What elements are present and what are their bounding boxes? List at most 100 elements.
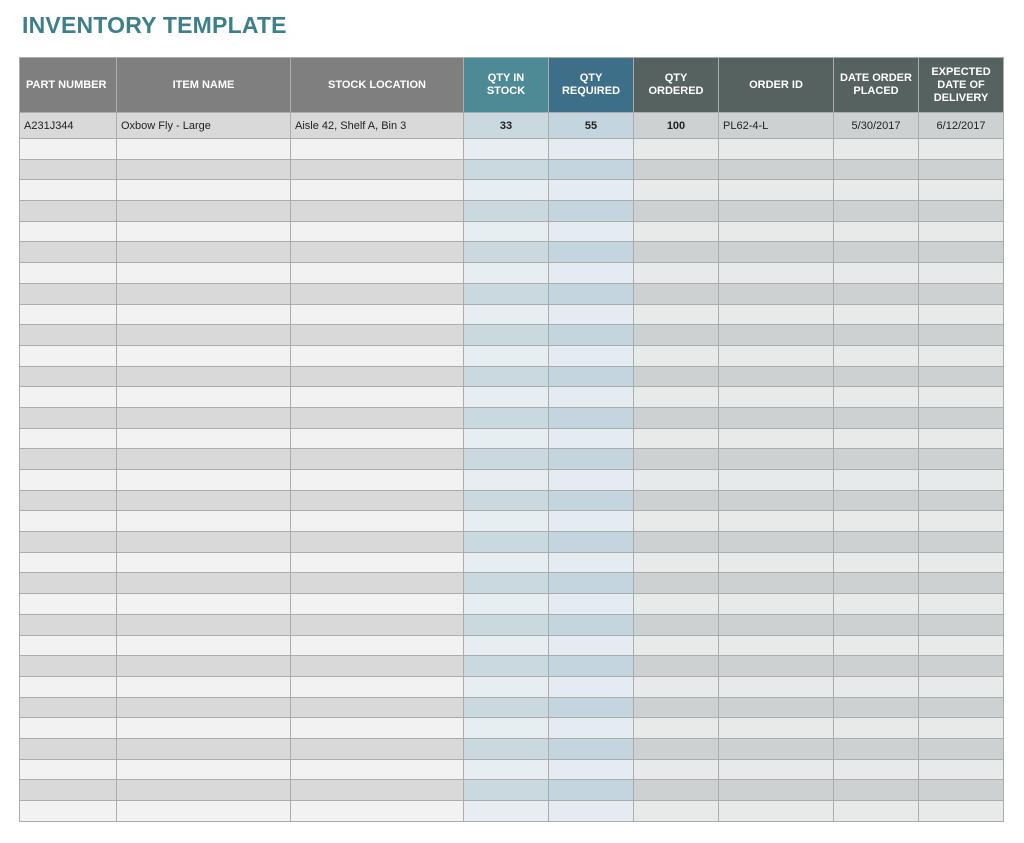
cell-expected-delivery[interactable]: [918, 200, 1004, 222]
cell-order-id[interactable]: [718, 531, 834, 553]
cell-date-order-placed[interactable]: [833, 489, 919, 512]
cell-qty-in-stock[interactable]: [463, 200, 549, 222]
cell-qty-in-stock[interactable]: [463, 758, 549, 781]
cell-stock-location[interactable]: [290, 324, 464, 346]
cell-expected-delivery[interactable]: [918, 386, 1004, 408]
cell-qty-in-stock[interactable]: [463, 572, 549, 595]
cell-item-name[interactable]: [116, 427, 291, 450]
cell-date-order-placed[interactable]: [833, 696, 919, 719]
cell-qty-required[interactable]: [548, 696, 634, 719]
cell-qty-in-stock[interactable]: [463, 655, 549, 677]
header-date-order-placed[interactable]: DATE ORDER PLACED: [833, 57, 919, 113]
cell-qty-in-stock[interactable]: [463, 634, 549, 657]
cell-date-order-placed[interactable]: [833, 344, 919, 367]
cell-expected-delivery[interactable]: [918, 365, 1004, 388]
cell-stock-location[interactable]: [290, 179, 464, 202]
cell-stock-location[interactable]: [290, 655, 464, 677]
cell-order-id[interactable]: [718, 365, 834, 388]
cell-qty-in-stock[interactable]: [463, 303, 549, 326]
cell-part-number[interactable]: [19, 448, 117, 470]
cell-order-id[interactable]: [718, 344, 834, 367]
cell-qty-required[interactable]: [548, 324, 634, 346]
cell-item-name[interactable]: [116, 324, 291, 346]
cell-date-order-placed[interactable]: [833, 386, 919, 408]
cell-expected-delivery[interactable]: [918, 675, 1004, 698]
cell-expected-delivery[interactable]: [918, 551, 1004, 574]
cell-item-name[interactable]: [116, 717, 291, 739]
cell-qty-in-stock[interactable]: [463, 613, 549, 636]
cell-part-number[interactable]: [19, 800, 117, 822]
cell-qty-ordered[interactable]: [633, 489, 719, 512]
cell-order-id[interactable]: [718, 593, 834, 615]
cell-order-id[interactable]: [718, 737, 834, 760]
cell-stock-location[interactable]: [290, 551, 464, 574]
cell-item-name[interactable]: [116, 572, 291, 595]
cell-qty-in-stock[interactable]: [463, 386, 549, 408]
cell-part-number[interactable]: [19, 303, 117, 326]
cell-stock-location[interactable]: [290, 427, 464, 450]
cell-expected-delivery[interactable]: [918, 427, 1004, 450]
cell-stock-location[interactable]: [290, 448, 464, 470]
cell-stock-location[interactable]: [290, 510, 464, 533]
cell-qty-required[interactable]: [548, 138, 634, 160]
cell-item-name[interactable]: [116, 344, 291, 367]
cell-qty-in-stock[interactable]: [463, 469, 549, 491]
cell-item-name[interactable]: [116, 241, 291, 264]
cell-expected-delivery[interactable]: 6/12/2017: [918, 112, 1004, 139]
cell-order-id[interactable]: [718, 572, 834, 595]
cell-order-id[interactable]: [718, 138, 834, 160]
cell-expected-delivery[interactable]: [918, 303, 1004, 326]
cell-qty-required[interactable]: [548, 200, 634, 222]
cell-order-id[interactable]: [718, 675, 834, 698]
cell-stock-location[interactable]: [290, 572, 464, 595]
cell-qty-ordered[interactable]: [633, 427, 719, 450]
cell-qty-ordered[interactable]: [633, 448, 719, 470]
cell-qty-ordered[interactable]: [633, 737, 719, 760]
cell-expected-delivery[interactable]: [918, 158, 1004, 181]
cell-stock-location[interactable]: [290, 406, 464, 429]
cell-order-id[interactable]: [718, 469, 834, 491]
cell-qty-required[interactable]: [548, 179, 634, 202]
cell-stock-location[interactable]: [290, 469, 464, 491]
cell-expected-delivery[interactable]: [918, 717, 1004, 739]
cell-part-number[interactable]: [19, 634, 117, 657]
cell-expected-delivery[interactable]: [918, 489, 1004, 512]
cell-part-number[interactable]: [19, 696, 117, 719]
cell-item-name[interactable]: [116, 779, 291, 801]
cell-order-id[interactable]: [718, 303, 834, 326]
cell-date-order-placed[interactable]: [833, 593, 919, 615]
cell-qty-in-stock[interactable]: [463, 800, 549, 822]
cell-stock-location[interactable]: [290, 696, 464, 719]
cell-order-id[interactable]: [718, 551, 834, 574]
cell-qty-ordered[interactable]: [633, 655, 719, 677]
cell-order-id[interactable]: [718, 510, 834, 533]
cell-qty-in-stock[interactable]: [463, 737, 549, 760]
cell-stock-location[interactable]: [290, 262, 464, 284]
cell-date-order-placed[interactable]: [833, 365, 919, 388]
header-part-number[interactable]: PART NUMBER: [19, 57, 117, 113]
header-qty-in-stock[interactable]: QTY IN STOCK: [463, 57, 549, 113]
cell-date-order-placed[interactable]: [833, 613, 919, 636]
cell-qty-in-stock[interactable]: [463, 448, 549, 470]
cell-qty-required[interactable]: [548, 303, 634, 326]
cell-order-id[interactable]: [718, 800, 834, 822]
cell-date-order-placed[interactable]: [833, 469, 919, 491]
cell-expected-delivery[interactable]: [918, 241, 1004, 264]
cell-part-number[interactable]: [19, 324, 117, 346]
cell-qty-required[interactable]: [548, 758, 634, 781]
cell-expected-delivery[interactable]: [918, 220, 1004, 243]
cell-date-order-placed[interactable]: [833, 717, 919, 739]
cell-stock-location[interactable]: [290, 593, 464, 615]
cell-date-order-placed[interactable]: [833, 282, 919, 305]
cell-qty-required[interactable]: [548, 510, 634, 533]
cell-part-number[interactable]: [19, 262, 117, 284]
cell-item-name[interactable]: [116, 613, 291, 636]
cell-part-number[interactable]: [19, 510, 117, 533]
cell-expected-delivery[interactable]: [918, 696, 1004, 719]
cell-qty-ordered[interactable]: [633, 469, 719, 491]
cell-date-order-placed[interactable]: [833, 200, 919, 222]
cell-expected-delivery[interactable]: [918, 510, 1004, 533]
cell-expected-delivery[interactable]: [918, 593, 1004, 615]
cell-item-name[interactable]: [116, 365, 291, 388]
cell-expected-delivery[interactable]: [918, 138, 1004, 160]
